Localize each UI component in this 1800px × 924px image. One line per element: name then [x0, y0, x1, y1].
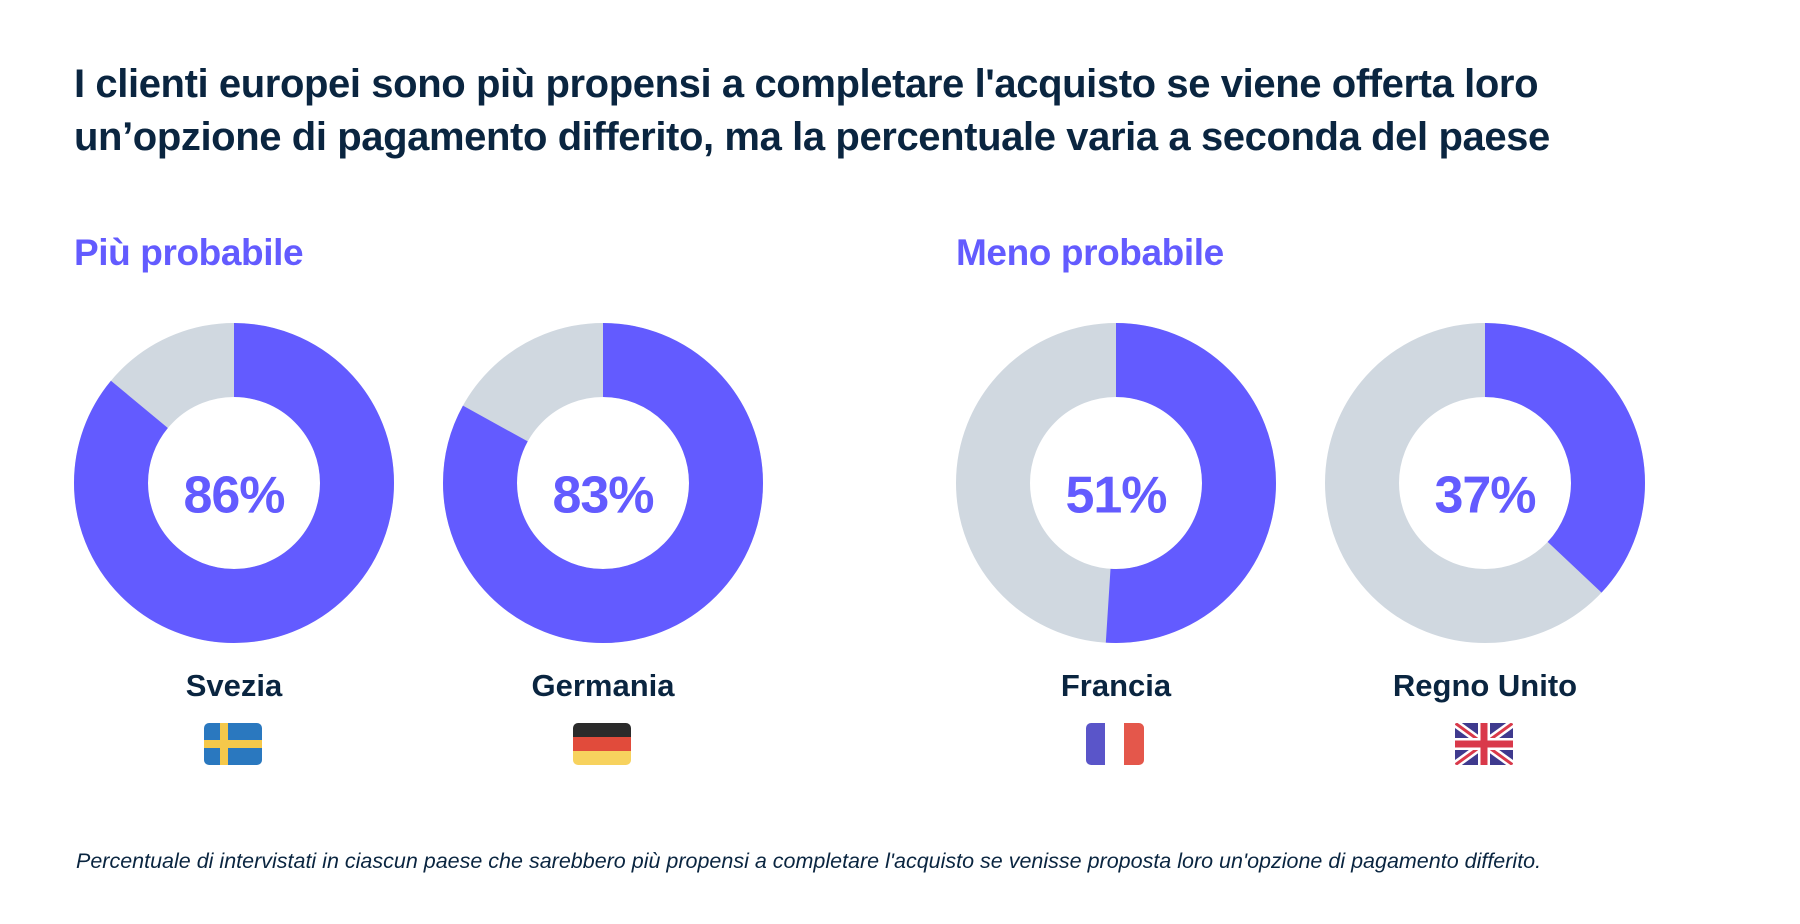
- country-label: Svezia: [185, 668, 283, 703]
- group-title-more-likely: Più probabile: [74, 232, 304, 273]
- donut-chart-united-kingdom: 37% Regno Unito: [1325, 323, 1645, 773]
- group-title-less-likely: Meno probabile: [956, 232, 1224, 273]
- footnote: Percentuale di intervistati in ciascun p…: [76, 849, 1542, 873]
- france-flag-icon: [1086, 723, 1144, 765]
- donut-svg: 86%: [74, 323, 394, 643]
- donut-value-arc: [443, 323, 763, 643]
- donut-chart-france: 51% Francia: [956, 323, 1276, 773]
- uk-flag-icon: [1455, 723, 1513, 765]
- page-title: I clienti europei sono più propensi a co…: [74, 62, 1550, 159]
- donut-value-arc: [74, 323, 394, 643]
- donut-value-arc: [956, 323, 1276, 643]
- country-label: Francia: [1060, 668, 1172, 703]
- donut-svg: 51%: [956, 323, 1276, 643]
- germany-flag-icon: [573, 723, 631, 765]
- donut-value-label: 83%: [552, 467, 653, 525]
- country-label: Regno Unito: [1392, 668, 1578, 703]
- donut-value-label: 86%: [183, 467, 284, 525]
- sweden-flag-icon: [204, 723, 262, 765]
- donut-svg: 83%: [443, 323, 763, 643]
- donut-chart-sweden: 86% Svezia: [74, 323, 394, 773]
- country-label: Germania: [531, 668, 675, 703]
- donut-value-label: 37%: [1434, 467, 1535, 525]
- donut-value-arc: [1325, 323, 1645, 643]
- donut-value-label: 51%: [1065, 467, 1166, 525]
- donut-svg: 37%: [1325, 323, 1645, 643]
- donut-chart-germany: 83% Germania: [443, 323, 763, 773]
